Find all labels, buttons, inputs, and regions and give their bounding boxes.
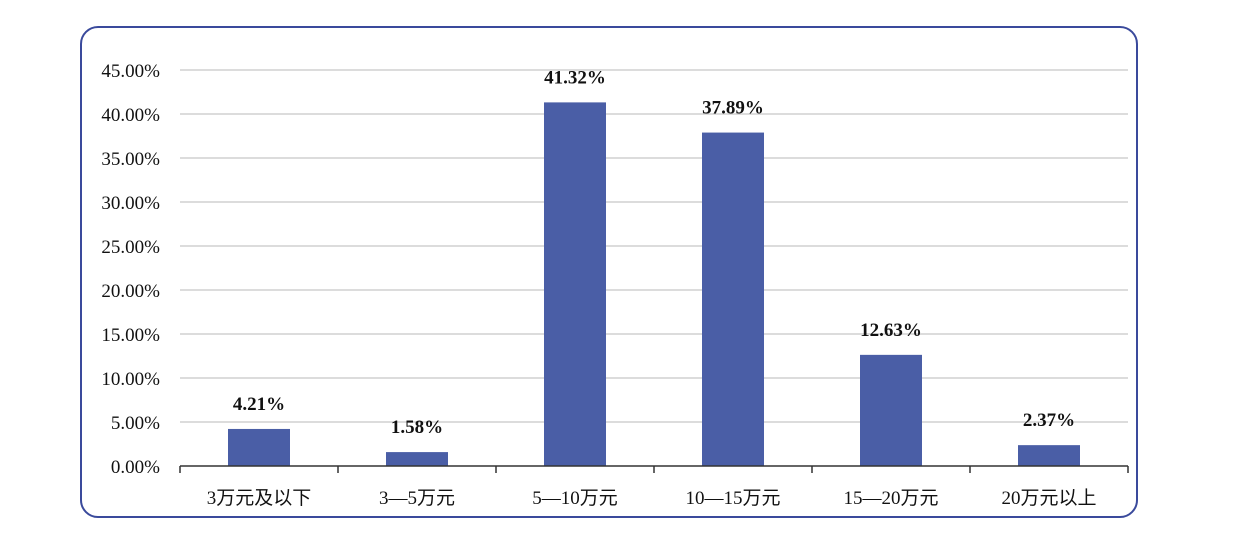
data-label: 37.89%: [702, 98, 764, 119]
x-category-label: 20万元以上: [1001, 487, 1096, 509]
y-tick-label: 15.00%: [101, 325, 160, 346]
bars: [228, 102, 1080, 466]
data-label: 12.63%: [860, 320, 922, 341]
y-tick-label: 10.00%: [101, 369, 160, 390]
bar: [544, 102, 606, 466]
x-category-label: 3—5万元: [379, 488, 455, 509]
y-tick-label: 5.00%: [111, 413, 160, 434]
data-label: 1.58%: [391, 417, 443, 438]
data-label: 41.32%: [544, 67, 606, 88]
data-labels: 4.21% 1.58% 41.32% 37.89% 12.63% 2.37%: [233, 67, 1075, 438]
data-label: 2.37%: [1023, 410, 1075, 431]
x-category-label: 15—20万元: [843, 488, 938, 509]
y-axis-ticks: 0.00% 5.00% 10.00% 15.00% 20.00% 25.00% 30.00%…: [101, 61, 160, 478]
gridlines: [180, 69, 1128, 423]
x-category-label: 10—15万元: [685, 488, 780, 509]
y-tick-label: 30.00%: [101, 193, 160, 214]
bar: [1018, 445, 1080, 466]
bar: [386, 452, 448, 466]
x-axis-categories: 3万元及以下 3—5万元 5—10万元 10—15万元 15—20万元 20万元以上: [207, 487, 1097, 509]
y-tick-label: 45.00%: [101, 61, 160, 82]
y-tick-label: 0.00%: [111, 457, 160, 478]
x-axis: [179, 465, 1129, 473]
y-tick-label: 40.00%: [101, 105, 160, 126]
x-category-label: 5—10万元: [532, 488, 618, 509]
bar: [228, 428, 290, 466]
chart-frame: [80, 26, 1138, 518]
data-label: 4.21%: [233, 394, 285, 415]
bar: [702, 132, 764, 466]
x-category-label: 3万元及以下: [207, 488, 312, 509]
y-tick-label: 25.00%: [101, 237, 160, 258]
bar: [860, 354, 922, 466]
y-tick-label: 20.00%: [101, 281, 160, 302]
y-tick-label: 35.00%: [101, 149, 160, 170]
